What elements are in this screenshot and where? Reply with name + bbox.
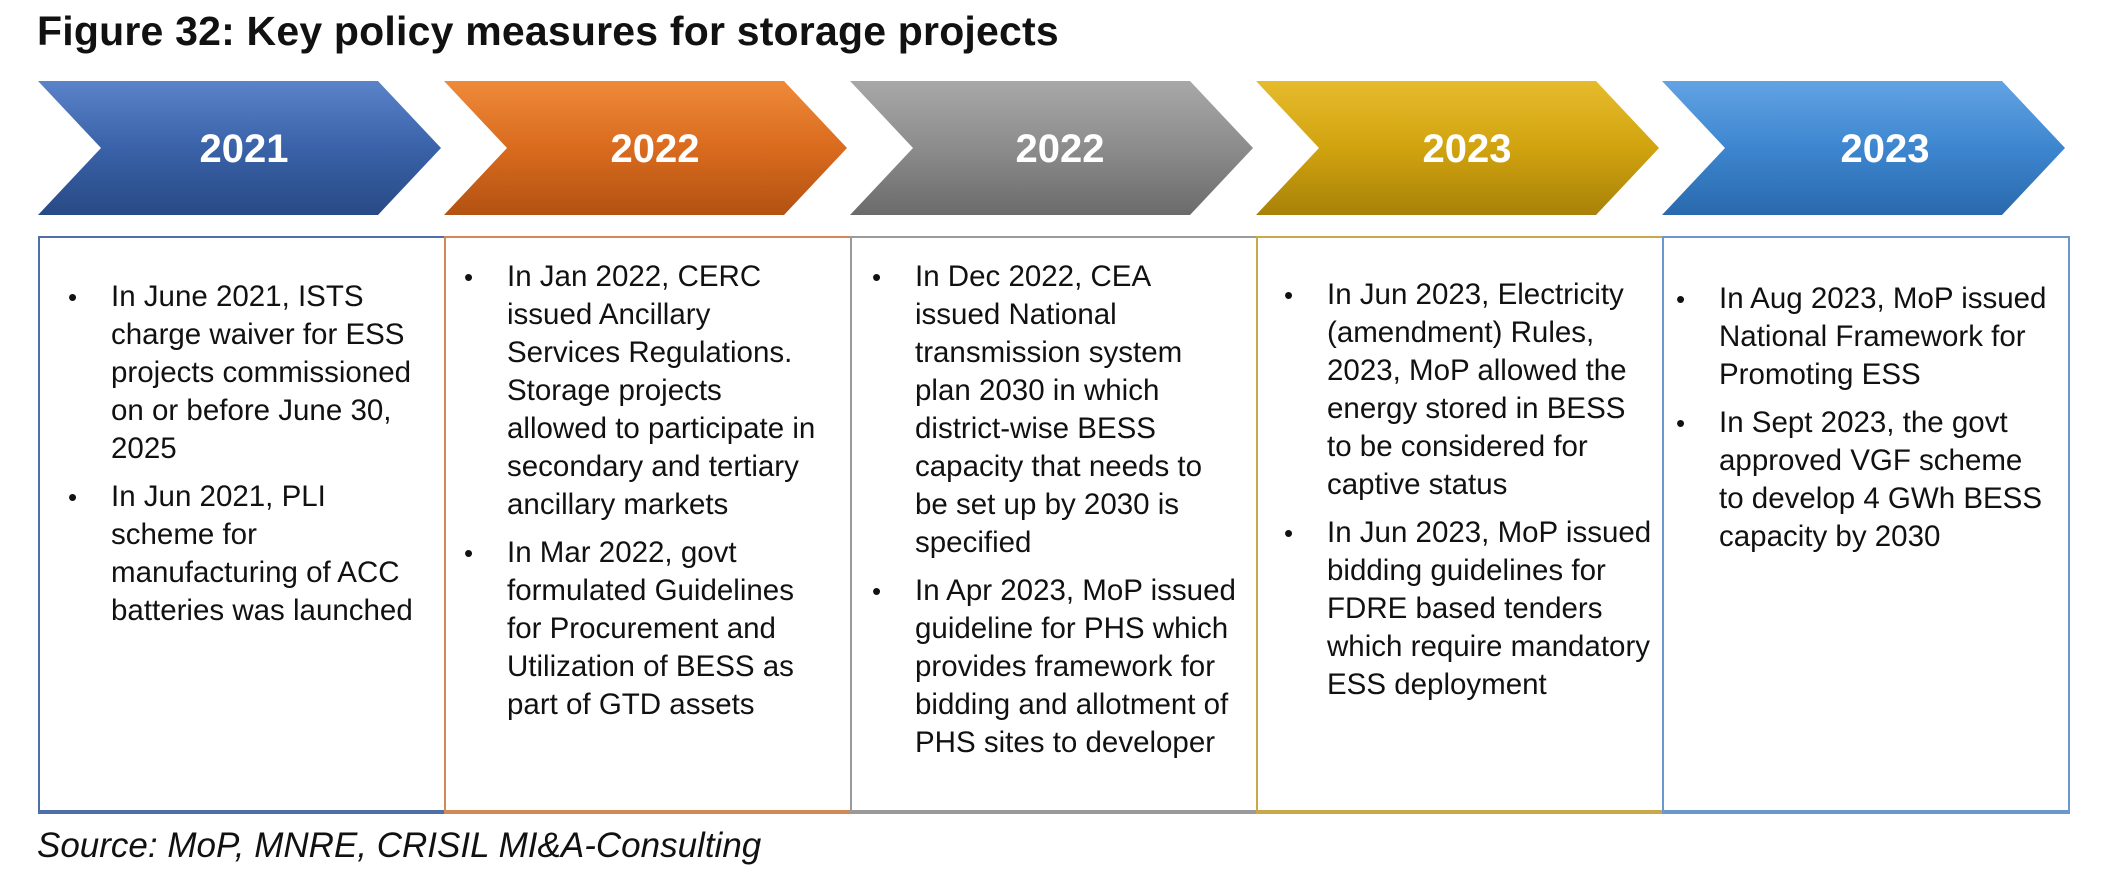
bullet-item: In June 2021, ISTS charge waiver for ESS… <box>68 278 424 468</box>
bullet-item: In Aug 2023, MoP issued National Framewo… <box>1676 280 2052 394</box>
source-note: Source: MoP, MNRE, CRISIL MI&A-Consultin… <box>37 826 762 865</box>
chevron-row: 2021 2022 2022 2023 2023 <box>38 81 2065 215</box>
chevron-2022-b: 2022 <box>850 81 1253 215</box>
policy-box-2022-a: In Jan 2022, CERC issued Ancillary Servi… <box>444 236 852 814</box>
chevron-year-label: 2021 <box>200 127 289 171</box>
figure-title: Figure 32: Key policy measures for stora… <box>37 8 1059 54</box>
chevron-year-label: 2022 <box>611 127 700 171</box>
chevron-2023-a: 2023 <box>1256 81 1659 215</box>
bullet-item: In Jun 2023, Electricity (amendment) Rul… <box>1284 276 1652 504</box>
bullet-item: In Sept 2023, the govt approved VGF sche… <box>1676 404 2052 556</box>
policy-box-2023-a: In Jun 2023, Electricity (amendment) Rul… <box>1256 236 1664 814</box>
chevron-2022-a: 2022 <box>444 81 847 215</box>
policy-box-2021: In June 2021, ISTS charge waiver for ESS… <box>38 236 446 814</box>
bullet-item: In Dec 2022, CEA issued National transmi… <box>872 258 1236 562</box>
bullet-list: In June 2021, ISTS charge waiver for ESS… <box>68 278 424 630</box>
policy-box-2022-b: In Dec 2022, CEA issued National transmi… <box>850 236 1258 814</box>
timeline-chevrons: 2021 2022 2022 2023 2023 <box>0 78 2104 222</box>
chevron-year-label: 2023 <box>1841 127 1930 171</box>
policy-box-2023-b: In Aug 2023, MoP issued National Framewo… <box>1662 236 2070 814</box>
bullet-list: In Aug 2023, MoP issued National Framewo… <box>1676 280 2052 556</box>
bullet-item: In Apr 2023, MoP issued guideline for PH… <box>872 572 1236 762</box>
chevron-2023-b: 2023 <box>1662 81 2065 215</box>
bullet-list: In Jun 2023, Electricity (amendment) Rul… <box>1284 276 1652 704</box>
bullet-list: In Jan 2022, CERC issued Ancillary Servi… <box>464 258 830 724</box>
bullet-item: In Jun 2023, MoP issued bidding guidelin… <box>1284 514 1652 704</box>
bullet-list: In Dec 2022, CEA issued National transmi… <box>872 258 1236 762</box>
chevron-year-label: 2022 <box>1016 127 1105 171</box>
bullet-item: In Mar 2022, govt formulated Guidelines … <box>464 534 830 724</box>
bullet-item: In Jun 2021, PLI scheme for manufacturin… <box>68 478 424 630</box>
chevron-2021: 2021 <box>38 81 441 215</box>
chevron-year-label: 2023 <box>1423 127 1512 171</box>
bullet-item: In Jan 2022, CERC issued Ancillary Servi… <box>464 258 830 524</box>
